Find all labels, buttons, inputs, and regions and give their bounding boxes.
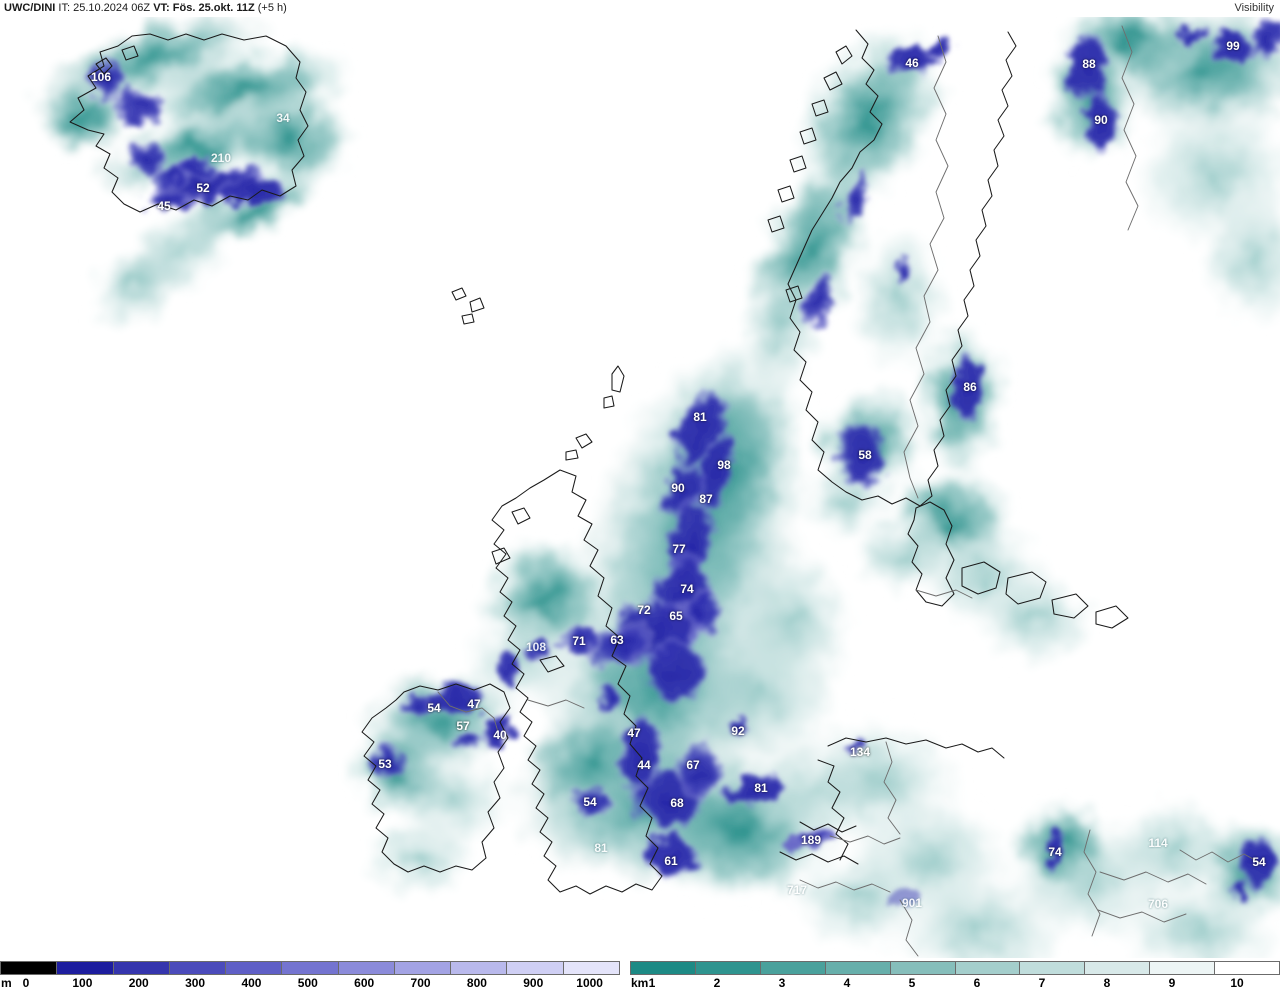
- legend-tick-label: 300: [185, 976, 206, 990]
- header-left-text: UWC/DINI IT: 25.10.2024 06Z VT: Fös. 25.…: [4, 0, 287, 17]
- legend-color-cell: [394, 962, 452, 974]
- legend-color-cell: [57, 962, 114, 974]
- legend-color-cell: [1215, 962, 1280, 974]
- legend-color-cell: [1020, 962, 1086, 974]
- legend-tick-label: 3: [778, 976, 786, 990]
- legend-tick-label: 700: [410, 976, 431, 990]
- legend-color-cell: [825, 962, 891, 974]
- legend-kilometers-unit: km: [631, 976, 649, 990]
- legend-color-cell: [507, 962, 564, 974]
- legend-color-cell: [695, 962, 761, 974]
- legend-meters-axis: m 0 100 200 300 400 500 600 700 800 900 1000: [0, 975, 620, 991]
- legend-tick-label: 800: [466, 976, 487, 990]
- legend-tick-label: 1: [648, 976, 656, 990]
- legend-color-cell: [451, 962, 508, 974]
- lead-time-value: (+5 h): [257, 2, 287, 14]
- legend-color-cell: [282, 962, 339, 974]
- legend-color-cell: [338, 962, 395, 974]
- country-borders: [437, 25, 1263, 957]
- legend-meters-colorbar: [0, 961, 620, 975]
- legend-color-cell: [890, 962, 956, 974]
- legend-tick-label: 2: [713, 976, 721, 990]
- legend-tick-label: 900: [523, 976, 544, 990]
- valid-time-label: VT:: [153, 2, 170, 14]
- legend-color-cell: [563, 962, 619, 974]
- map-canvas[interactable]: 34 210 52 45 106 46 88 90 99 86 58 81 98 90 87 77 74 72 65…: [0, 0, 1280, 958]
- init-time-label: IT:: [58, 2, 71, 14]
- map-svg: [25, 0, 1280, 958]
- legend-color-cell: [113, 962, 170, 974]
- legend-color-cell: [1, 962, 58, 974]
- legend-tick-label: 0: [22, 976, 30, 990]
- legend-area: m 0 100 200 300 400 500 600 700 800 900 1000 km 1 2…: [0, 958, 1280, 991]
- legend-tick-label: 5: [908, 976, 916, 990]
- legend-kilometers-axis: km 1 2 3 4 5 6 7 8 9 10: [630, 975, 1280, 991]
- legend-kilometers[interactable]: km 1 2 3 4 5 6 7 8 9 10: [630, 958, 1280, 991]
- legend-tick-label: 7: [1038, 976, 1046, 990]
- legend-tick-label: 9: [1168, 976, 1176, 990]
- valid-time-value: Fös. 25.okt. 11Z: [172, 2, 255, 14]
- legend-tick-label: 500: [297, 976, 318, 990]
- legend-kilometers-colorbar: [630, 961, 1280, 975]
- legend-tick-label: 400: [241, 976, 262, 990]
- legend-tick-label: 8: [1103, 976, 1111, 990]
- legend-color-cell: [1085, 962, 1151, 974]
- model-name: UWC/DINI: [4, 2, 56, 14]
- legend-color-cell: [760, 962, 826, 974]
- legend-tick-label: 4: [843, 976, 851, 990]
- legend-tick-label: 10: [1230, 976, 1244, 990]
- legend-color-cell: [226, 962, 283, 974]
- coastlines: [69, 29, 1129, 895]
- legend-tick-label: 200: [128, 976, 149, 990]
- init-time-value: 25.10.2024 06Z: [73, 2, 151, 14]
- legend-color-cell: [955, 962, 1021, 974]
- parameter-title: Visibility: [1234, 2, 1274, 14]
- legend-tick-label: 100: [72, 976, 93, 990]
- legend-meters-unit: m: [1, 976, 12, 990]
- visibility-field-blue: [84, 18, 1280, 908]
- legend-color-cell: [1150, 962, 1216, 974]
- header-bar: UWC/DINI IT: 25.10.2024 06Z VT: Fös. 25.…: [0, 0, 1280, 17]
- legend-color-cell: [631, 962, 696, 974]
- legend-tick-label: 6: [973, 976, 981, 990]
- legend-tick-label: 1000: [576, 976, 603, 990]
- legend-tick-label: 600: [354, 976, 375, 990]
- legend-meters[interactable]: m 0 100 200 300 400 500 600 700 800 900 1000: [0, 958, 620, 991]
- legend-color-cell: [169, 962, 227, 974]
